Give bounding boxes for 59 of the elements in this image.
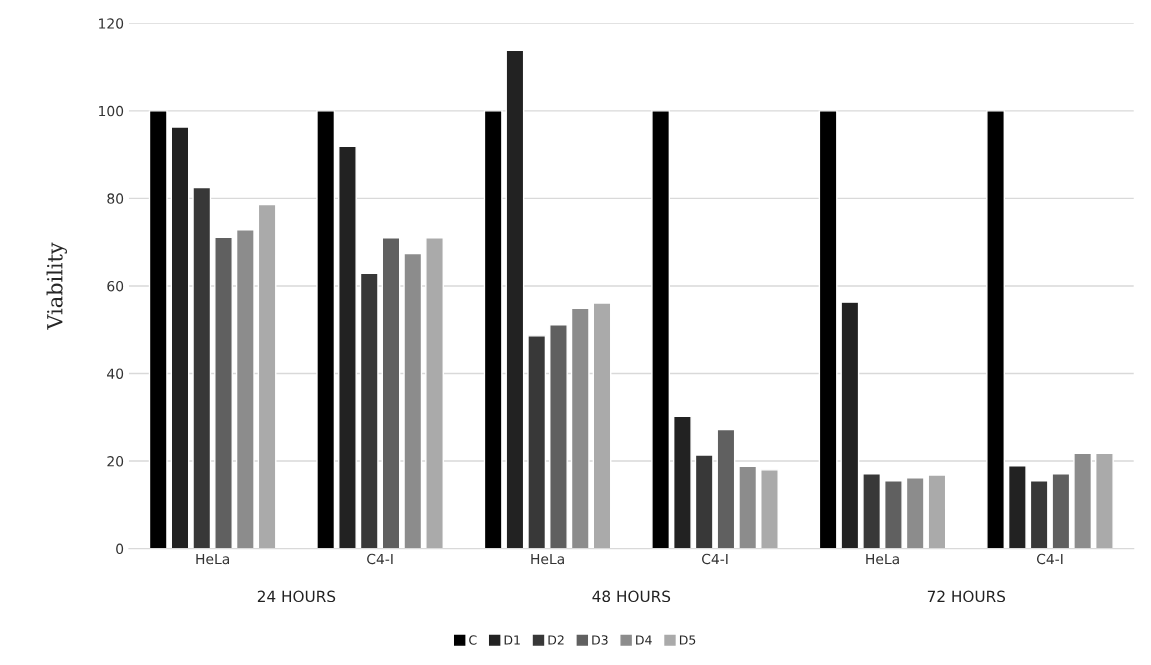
y-tick-label: 120 <box>99 18 124 29</box>
legend-label: D5 <box>679 635 696 645</box>
bar <box>592 302 612 549</box>
bar <box>192 186 212 549</box>
bar <box>403 252 423 549</box>
bar <box>986 110 1005 549</box>
x-tick-label: C4-I <box>367 553 393 565</box>
bar <box>425 237 444 549</box>
y-tick-label: 20 <box>107 456 124 467</box>
bar <box>862 473 882 549</box>
bar <box>1029 480 1049 549</box>
y-axis-title: Viability <box>46 242 67 330</box>
bar <box>381 237 401 549</box>
x-tick-label: C4-I <box>1036 553 1063 565</box>
bar <box>651 110 671 549</box>
legend-label: D1 <box>504 635 520 645</box>
bar <box>1007 465 1027 549</box>
text: 72 HOURS <box>927 590 1006 603</box>
bar <box>316 110 336 549</box>
bar <box>214 236 233 549</box>
x-tick-label: HeLa <box>531 553 564 565</box>
bar <box>884 480 903 549</box>
y-tick-label: 80 <box>107 193 124 204</box>
y-tick-label: 60 <box>107 280 124 292</box>
bar <box>257 203 277 549</box>
legend-label: D4 <box>636 635 652 645</box>
y-tick-label: 0 <box>116 543 124 555</box>
bar <box>716 428 736 549</box>
bar <box>818 110 838 549</box>
bar <box>760 469 779 549</box>
y-tick-label: 40 <box>107 368 124 379</box>
x-tick-label: C4-I <box>702 553 728 565</box>
bar <box>1051 473 1071 549</box>
bar <box>905 477 925 549</box>
x-tick-label: HeLa <box>866 553 899 565</box>
bar <box>483 110 503 549</box>
bar <box>338 145 357 549</box>
y-tick-label: 100 <box>99 105 124 117</box>
legend-label: D2 <box>548 635 564 645</box>
bar <box>840 301 860 549</box>
bar <box>527 335 547 549</box>
bar <box>1073 452 1093 549</box>
bar <box>235 229 255 549</box>
bar <box>1095 452 1114 549</box>
x-tick-label: HeLa <box>196 553 229 565</box>
bar <box>170 126 190 549</box>
bar <box>549 324 568 549</box>
text: 24 HOURS <box>257 590 336 603</box>
bar <box>359 272 379 549</box>
text: 48 HOURS <box>592 590 671 603</box>
bar <box>927 474 947 549</box>
bar <box>694 454 714 549</box>
bar <box>570 307 590 549</box>
bar <box>738 465 758 549</box>
bar <box>672 415 692 549</box>
bar <box>505 49 525 549</box>
legend-label: D3 <box>592 635 608 645</box>
legend-label: C <box>469 635 477 645</box>
bar <box>148 110 168 549</box>
